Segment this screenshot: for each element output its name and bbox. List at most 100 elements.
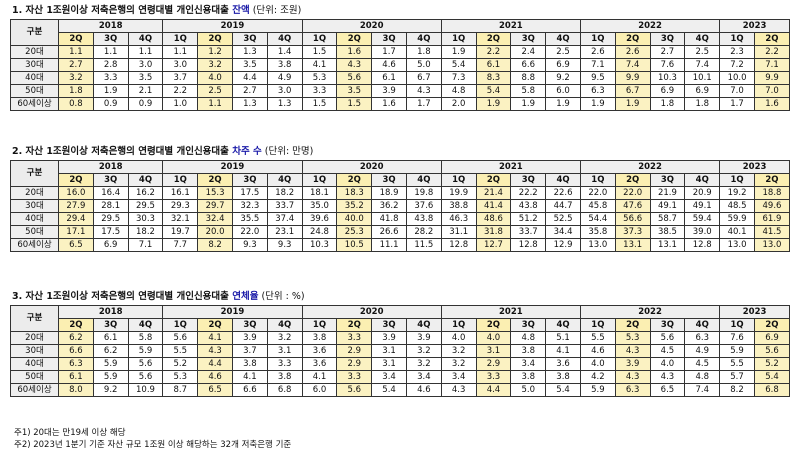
table-cell: 5.4 — [440, 58, 477, 72]
table-cell: 13.1 — [614, 238, 651, 252]
year-header: 2022 — [579, 305, 721, 319]
table-cell: 3.8 — [510, 370, 547, 384]
table-cell: 2.2 — [162, 84, 199, 98]
table-cell: 3.3 — [336, 331, 373, 345]
table-cell: 5.6 — [336, 383, 373, 397]
table-cell: 4.0 — [475, 331, 512, 345]
table-cell: 6.5 — [58, 238, 94, 252]
table-cell: 2.6 — [614, 45, 651, 59]
quarter-header: 2Q — [336, 173, 373, 187]
table-cell: 24.8 — [301, 225, 338, 239]
table-cell: 7.7 — [162, 238, 199, 252]
table-row: 20대 16.0 16.4 16.2 16.1 15.3 17.5 18.2 18.1 18.3 1… — [10, 186, 791, 200]
table-cell: 4.6 — [197, 370, 233, 384]
table-cell: 29.7 — [197, 199, 233, 213]
table-cell: 3.8 — [266, 370, 303, 384]
table-cell: 22.6 — [545, 186, 581, 200]
table-cell: 5.7 — [719, 370, 755, 384]
table-cell: 22.0 — [614, 186, 651, 200]
table-cell: 48.5 — [719, 199, 755, 213]
table-cell: 51.2 — [510, 212, 547, 226]
table-cell: 6.3 — [614, 383, 651, 397]
table-cell: 35.2 — [336, 199, 373, 213]
table-cell: 4.1 — [231, 370, 268, 384]
table-cell: 33.7 — [510, 225, 547, 239]
quarter-header: 2Q — [197, 173, 233, 187]
quarter-header: 2Q — [475, 32, 512, 46]
quarter-header: 3Q — [92, 318, 129, 332]
table-cell: 10.1 — [684, 71, 721, 85]
table-cell: 38.8 — [440, 199, 477, 213]
table-cell: 1.5 — [301, 97, 338, 111]
table-cell: 6.2 — [58, 331, 94, 345]
table-cell: 10.3 — [649, 71, 686, 85]
table-cell: 6.0 — [301, 383, 338, 397]
table-cell: 1.7 — [719, 97, 755, 111]
quarter-header: 3Q — [231, 32, 268, 46]
quarter-header: 2Q — [475, 173, 512, 187]
quarter-header: 1Q — [301, 173, 338, 187]
table-cell: 6.3 — [684, 331, 721, 345]
table-cell: 9.3 — [231, 238, 268, 252]
quarter-header: 4Q — [405, 173, 442, 187]
table-cell: 6.8 — [266, 383, 303, 397]
table-cell: 1.5 — [336, 97, 373, 111]
table-cell: 1.9 — [475, 97, 512, 111]
table-cell: 39.0 — [684, 225, 721, 239]
table-cell: 37.3 — [614, 225, 651, 239]
table-cell: 1.3 — [266, 97, 303, 111]
table-cell: 5.4 — [545, 383, 581, 397]
table-cell: 4.6 — [405, 383, 442, 397]
section-balance: 1. 자산 1조원이상 저축은행의 연령대별 개인신용대출 잔액 (단위: 조원… — [10, 4, 791, 111]
table-cell: 5.9 — [92, 357, 129, 371]
quarter-header: 3Q — [92, 173, 129, 187]
table-cell: 18.8 — [753, 186, 791, 200]
table-cell: 2.6 — [579, 45, 616, 59]
table-cell: 20.0 — [197, 225, 233, 239]
quarter-header: 4Q — [684, 173, 721, 187]
quarter-header: 1Q — [440, 32, 477, 46]
table-cell: 3.0 — [162, 58, 199, 72]
table-cell: 35.8 — [579, 225, 616, 239]
table-cell: 32.1 — [162, 212, 199, 226]
table-row: 30대 2.7 2.8 3.0 3.0 3.2 3.5 3.8 4.1 4.3 4.6 5.0 5.4 6… — [10, 58, 791, 72]
table-cell: 1.3 — [231, 45, 268, 59]
table-cell: 3.4 — [371, 370, 407, 384]
quarter-header: 2Q — [614, 32, 651, 46]
section-delinquency: 3. 자산 1조원이상 저축은행의 연령대별 개인신용대출 연체율 (단위 : … — [10, 290, 791, 397]
table-cell: 36.2 — [371, 199, 407, 213]
table-cell: 29.5 — [127, 199, 164, 213]
quarter-header: 3Q — [510, 32, 547, 46]
table-row: 40대 6.3 5.9 5.6 5.2 4.4 3.8 3.3 3.6 2.9 3.1 3.2 3.2 2… — [10, 357, 791, 371]
table-cell: 4.3 — [336, 58, 373, 72]
table-cell: 12.9 — [545, 238, 581, 252]
table-cell: 4.1 — [545, 344, 581, 358]
table-cell: 5.9 — [127, 344, 164, 358]
table-cell: 3.9 — [405, 331, 442, 345]
table-cell: 3.2 — [58, 71, 94, 85]
year-header: 2020 — [301, 19, 442, 33]
table-row: 60세이상 8.0 9.2 10.9 8.7 6.5 6.6 6.8 6.0 5.6 5.4 4.6 4… — [10, 383, 791, 397]
table-cell: 13.0 — [753, 238, 791, 252]
table-cell: 8.3 — [475, 71, 512, 85]
footnotes: 주1) 20대는 만19세 이상 해당 주2) 2023년 1분기 기준 자산 … — [14, 427, 291, 451]
quarter-header: 2Q — [58, 173, 94, 187]
table-cell: 17.1 — [58, 225, 94, 239]
quarter-header: 4Q — [545, 173, 581, 187]
table-cell: 3.9 — [614, 357, 651, 371]
table-cell: 2.9 — [336, 357, 373, 371]
quarter-header: 1Q — [719, 173, 755, 187]
table-cell: 59.4 — [684, 212, 721, 226]
table-cell: 30.3 — [127, 212, 164, 226]
table-cell: 6.1 — [371, 71, 407, 85]
column-header-category: 구분 — [10, 19, 59, 46]
table-cell: 3.8 — [510, 344, 547, 358]
table-cell: 9.9 — [614, 71, 651, 85]
table-cell: 18.1 — [301, 186, 338, 200]
table-cell: 43.8 — [510, 199, 547, 213]
row-label: 60세이상 — [10, 238, 59, 252]
table-cell: 48.6 — [475, 212, 512, 226]
row-label: 50대 — [10, 225, 59, 239]
year-header: 2020 — [301, 305, 442, 319]
table-cell: 20.9 — [684, 186, 721, 200]
